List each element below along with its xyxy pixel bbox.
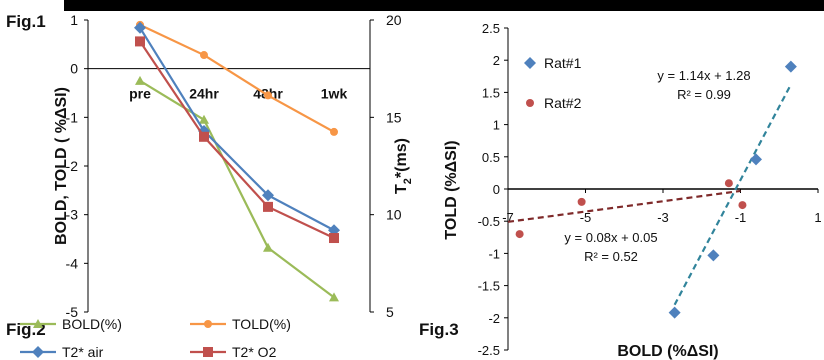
- fig1-legend-label: T2* O2: [232, 344, 277, 360]
- fig1-label: Fig.1: [6, 12, 46, 31]
- fig1-legend-label: BOLD(%): [62, 316, 122, 332]
- fig1-right-tick-label: 20: [386, 12, 402, 28]
- fig3-y-tick-label: -1.5: [478, 279, 500, 294]
- fig1-data-point: [200, 51, 208, 60]
- fig3-data-point: [784, 60, 797, 73]
- fig1-data-point: [264, 91, 272, 100]
- fig3-data-point: [724, 179, 733, 188]
- fig3-y-axis-title: TOLD (%ΔSI): [443, 140, 460, 239]
- fig1-category-label: pre: [129, 86, 151, 102]
- fig3-data-point: [577, 197, 586, 206]
- fig1-data-point: [263, 201, 273, 212]
- fig1-data-point: [329, 292, 339, 302]
- fig1-legend-marker: [203, 347, 213, 357]
- fig1-right-tick-label: 5: [386, 304, 394, 320]
- fig1-data-point: [330, 127, 338, 136]
- fig1-left-tick-label: -3: [66, 207, 79, 223]
- fig1-category-label: 1wk: [321, 86, 348, 102]
- fig1-series-line: [139, 40, 335, 240]
- fig1-legend-label: TOLD(%): [232, 316, 291, 332]
- fig1-data-point: [135, 75, 145, 85]
- fig3-x-tick-label: -1: [735, 210, 747, 225]
- fig1-data-point: [134, 21, 146, 34]
- fig1-left-axis-title: BOLD, TOLD ( %ΔSI): [53, 87, 70, 245]
- fig1-data-point: [262, 189, 274, 202]
- fig3-y-tick-label: 0.5: [482, 150, 500, 165]
- fig3-legend-marker: [526, 99, 534, 107]
- fig3-y-tick-label: 0: [493, 182, 500, 197]
- fig3-trend-r2: R² = 0.52: [584, 249, 638, 264]
- fig1-right-axis-title: T2*(ms): [393, 138, 414, 194]
- fig3-data-point: [738, 201, 747, 210]
- fig1-series-line: [139, 79, 335, 299]
- fig3-trend-equation: y = 0.08x + 0.05: [564, 230, 657, 245]
- fig1-data-point: [329, 233, 339, 244]
- fig3-data-point: [668, 306, 681, 319]
- fig1-left-tick-label: -2: [66, 158, 79, 174]
- fig1-left-tick-label: 1: [70, 12, 78, 28]
- fig3-label: Fig.3: [419, 320, 459, 339]
- fig1-right-axis-title-rest: *(ms): [393, 138, 410, 178]
- fig1-legend-marker: [204, 320, 212, 328]
- fig1-left-tick-label: 0: [70, 61, 78, 77]
- fig1-legend-marker: [32, 346, 44, 358]
- fig1-right-tick-label: 15: [386, 109, 402, 125]
- fig1-data-point: [263, 242, 273, 252]
- fig3-data-point: [515, 230, 524, 239]
- fig1-legend-marker: [33, 319, 43, 328]
- fig1-series-line: [139, 27, 335, 232]
- fig3-x-tick-label: 1: [814, 210, 821, 225]
- fig3-x-axis-title: BOLD (%ΔSI): [617, 343, 718, 360]
- fig1-left-tick-label: -1: [66, 109, 79, 125]
- fig1-right-tick-label: 10: [386, 207, 402, 223]
- fig1-right-axis-title-sub: 2: [402, 178, 414, 184]
- fig1-category-label: 24hr: [189, 86, 219, 102]
- fig1-data-point: [135, 36, 145, 47]
- fig3-trendline: [673, 84, 792, 306]
- fig3-x-tick-label: -5: [580, 210, 592, 225]
- fig1-left-tick-label: -5: [66, 304, 79, 320]
- fig3-y-tick-label: -1: [488, 246, 500, 261]
- fig3-trendline: [507, 189, 741, 223]
- top-black-bar: [0, 0, 824, 11]
- fig3-data-point: [750, 153, 762, 166]
- fig3-x-tick-label: -7: [502, 210, 514, 225]
- fig3-y-tick-label: -2: [488, 311, 500, 326]
- fig1-series-line: [139, 23, 335, 133]
- fig3-y-tick-label: 1.5: [482, 85, 500, 100]
- fig1-data-point: [199, 131, 209, 142]
- fig3-legend-label: Rat#1: [544, 55, 582, 71]
- fig1-data-point: [199, 114, 209, 124]
- fig3-legend-marker: [524, 57, 536, 69]
- fig1-left-tick-label: -4: [66, 255, 79, 271]
- fig3-y-tick-label: 1: [493, 118, 500, 133]
- fig3-legend-label: Rat#2: [544, 95, 582, 111]
- fig1-legend-label: T2* air: [62, 344, 104, 360]
- fig3-x-tick-label: -3: [657, 210, 669, 225]
- fig3-y-tick-label: -0.5: [478, 214, 500, 229]
- fig3-trend-equation: y = 1.14x + 1.28: [657, 68, 750, 83]
- fig1-right-axis-title-main: T: [393, 184, 410, 194]
- top-bar-gap: [0, 0, 64, 11]
- fig3-y-tick-label: -2.5: [478, 343, 500, 358]
- fig3-trend-r2: R² = 0.99: [677, 87, 731, 102]
- fig3-y-tick-label: 2.5: [482, 21, 500, 36]
- fig3-y-tick-label: 2: [493, 53, 500, 68]
- fig3-data-point: [707, 249, 720, 262]
